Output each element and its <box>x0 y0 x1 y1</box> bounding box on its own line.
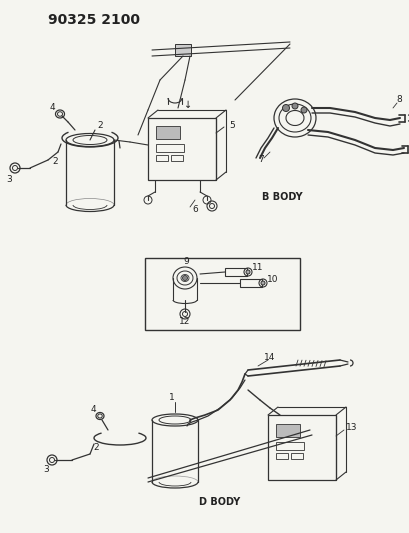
Text: 2: 2 <box>97 122 103 131</box>
Bar <box>156 144 184 152</box>
Bar <box>240 279 262 287</box>
Circle shape <box>182 276 187 280</box>
Text: 6: 6 <box>192 206 198 214</box>
Bar <box>291 453 303 459</box>
Text: 9: 9 <box>183 257 189 266</box>
Text: ↓: ↓ <box>184 100 192 110</box>
Bar <box>175 44 191 56</box>
Text: 3: 3 <box>43 465 49 474</box>
Text: 90325 2100: 90325 2100 <box>48 13 140 27</box>
Bar <box>276 424 300 437</box>
Circle shape <box>292 103 298 109</box>
Bar <box>171 155 183 161</box>
Bar <box>276 453 288 459</box>
Text: 14: 14 <box>264 353 276 362</box>
Circle shape <box>301 107 307 113</box>
Text: 13: 13 <box>346 424 358 432</box>
Text: 2: 2 <box>93 443 99 453</box>
Bar <box>268 415 336 480</box>
Text: 8: 8 <box>396 95 402 104</box>
Text: 11: 11 <box>252 263 264 272</box>
Text: 7: 7 <box>258 156 264 165</box>
Bar <box>156 126 180 139</box>
Bar <box>225 268 247 276</box>
Text: B BODY: B BODY <box>262 192 302 202</box>
Circle shape <box>246 270 250 274</box>
Circle shape <box>283 104 290 111</box>
Circle shape <box>261 281 265 285</box>
Bar <box>276 442 304 450</box>
Bar <box>148 118 216 180</box>
Text: 10: 10 <box>267 276 279 285</box>
Text: 1: 1 <box>169 392 175 401</box>
Text: 5: 5 <box>229 120 235 130</box>
Text: 3: 3 <box>6 175 12 184</box>
Text: D BODY: D BODY <box>199 497 240 507</box>
Bar <box>156 155 168 161</box>
Text: 12: 12 <box>179 318 191 327</box>
Bar <box>145 258 300 330</box>
Text: 2: 2 <box>52 157 58 166</box>
Text: 4: 4 <box>90 406 96 415</box>
Text: 4: 4 <box>49 103 55 112</box>
